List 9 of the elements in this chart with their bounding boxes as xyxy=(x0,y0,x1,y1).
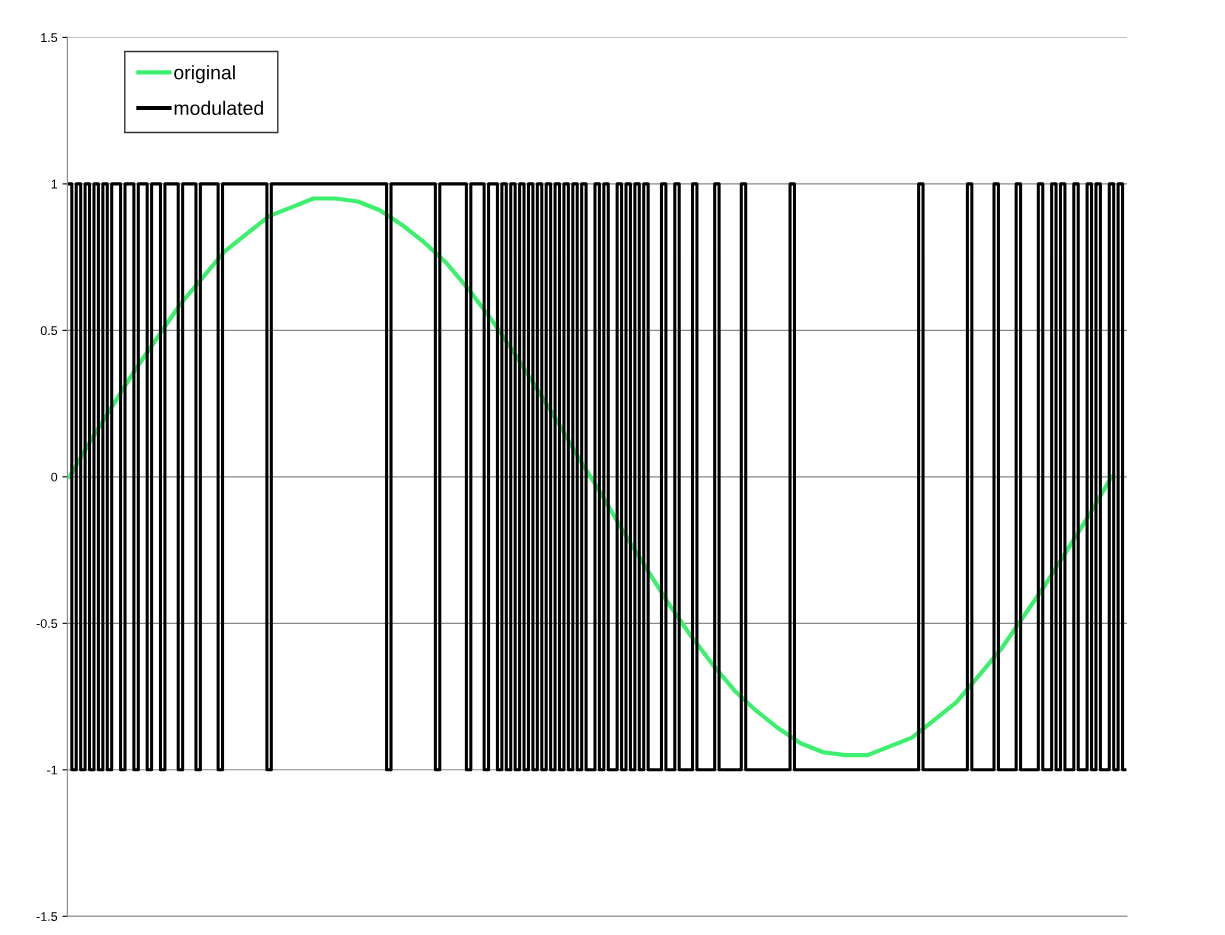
legend-label: original xyxy=(174,65,235,84)
y-tick-label: -1.5 xyxy=(36,912,58,921)
y-tick-label: -0.5 xyxy=(36,619,58,628)
y-tick-label: 1 xyxy=(51,179,58,189)
y-tick-label: -1 xyxy=(47,765,58,775)
legend-label: modulated xyxy=(174,100,263,116)
y-tick-label: 1.5 xyxy=(41,33,58,43)
y-tick-label: 0.5 xyxy=(40,326,58,336)
y-tick-label: 0 xyxy=(51,472,58,482)
